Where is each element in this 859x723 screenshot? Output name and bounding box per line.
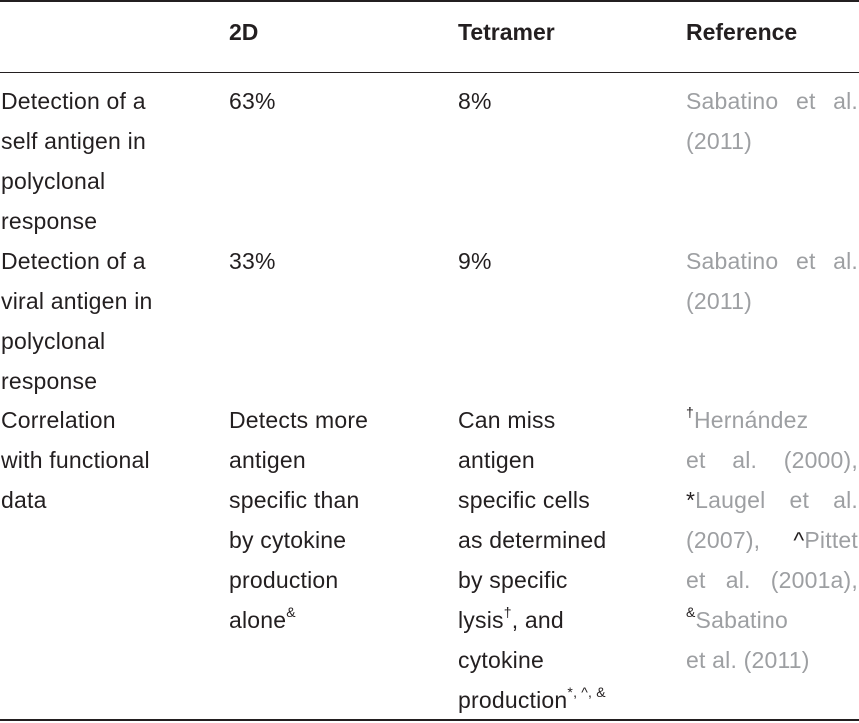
cell-line: response [1, 208, 98, 234]
cell-line: as determined [458, 527, 607, 553]
footnote-mark: † [686, 404, 694, 421]
cell-line: Can miss [458, 407, 556, 433]
reference-line: Sabatino et al. [686, 88, 858, 114]
header-tetramer: Tetramer [458, 19, 555, 45]
reference-text: Sabatino [695, 607, 788, 633]
table-header-rule [0, 72, 859, 73]
cell-line: cytokine [458, 647, 544, 673]
reference-line: et al. (2011) [686, 647, 810, 673]
cell-text: , and [511, 607, 564, 633]
table-row-2-reference: Sabatino et al. (2011) [686, 241, 858, 321]
cell-line: specific cells [458, 487, 590, 513]
cell-text: lysis [458, 607, 504, 633]
reference-line: et al. (2001a), [686, 567, 858, 593]
reference-text: Pittet [804, 527, 858, 553]
reference-line: (2007), ^Pittet [686, 520, 858, 560]
table-row-2-feature: Detection of a viral antigen in polyclon… [1, 241, 211, 401]
reference-line: (2011) [686, 128, 752, 154]
footnote-mark: † [503, 604, 512, 621]
cell-text: alone [229, 607, 287, 633]
footnote-mark: * [686, 487, 696, 513]
cell-line: production*, ^, & [458, 680, 668, 720]
cell-line: by specific [458, 567, 568, 593]
cell-line: Detects more [229, 407, 369, 433]
reference-text: Laugel et al. [695, 487, 858, 513]
cell-line: with functional [1, 447, 150, 473]
cell-line: data [1, 487, 47, 513]
table-row-3-tetramer: Can miss antigen specific cells as deter… [458, 400, 668, 720]
cell-line: Correlation [1, 407, 116, 433]
table-row-2-tetramer: 9% [458, 248, 492, 274]
cell-line: by cytokine [229, 527, 347, 553]
reference-line: *Laugel et al. [686, 480, 858, 520]
header-2d: 2D [229, 19, 259, 45]
reference-line: et al. (2000), [686, 447, 858, 473]
table-row-1-tetramer: 8% [458, 88, 492, 114]
cell-line: Detection of a [1, 88, 146, 114]
table-row-1-feature: Detection of a self antigen in polyclona… [1, 81, 211, 241]
cell-line: lysis†, and [458, 600, 668, 640]
reference-line: †Hernández [686, 400, 858, 440]
cell-line: alone& [229, 600, 439, 640]
reference-text: (2007), [686, 527, 761, 553]
cell-line: self antigen in [1, 128, 146, 154]
reference-line: (2011) [686, 288, 752, 314]
table-row-1-2d: 63% [229, 88, 276, 114]
table-row-1-reference: Sabatino et al. (2011) [686, 81, 858, 161]
table-row-3-feature: Correlation with functional data [1, 400, 211, 520]
cell-line: polyclonal [1, 168, 106, 194]
reference-line: Sabatino et al. [686, 248, 858, 274]
table-bottom-rule [0, 719, 859, 721]
reference-text: Hernández [694, 407, 809, 433]
cell-text: production [458, 687, 568, 713]
footnote-mark: & [686, 604, 696, 621]
reference-line: &Sabatino [686, 600, 858, 640]
cell-line: Detection of a [1, 248, 146, 274]
cell-line: viral antigen in [1, 288, 153, 314]
table-row-2-2d: 33% [229, 248, 276, 274]
table-row-3-2d: Detects more antigen specific than by cy… [229, 400, 439, 640]
cell-line: antigen [458, 447, 535, 473]
table-top-rule [0, 0, 859, 2]
header-reference: Reference [686, 19, 798, 45]
cell-line: response [1, 368, 98, 394]
cell-line: polyclonal [1, 328, 106, 354]
cell-line: antigen [229, 447, 306, 473]
cell-line: specific than [229, 487, 360, 513]
footnote-mark: ^ [793, 527, 805, 553]
cell-line: production [229, 567, 339, 593]
footnote-mark: *, ^, & [567, 684, 606, 701]
footnote-mark: & [286, 604, 296, 621]
table-row-3-reference: †Hernández et al. (2000), *Laugel et al.… [686, 400, 858, 680]
